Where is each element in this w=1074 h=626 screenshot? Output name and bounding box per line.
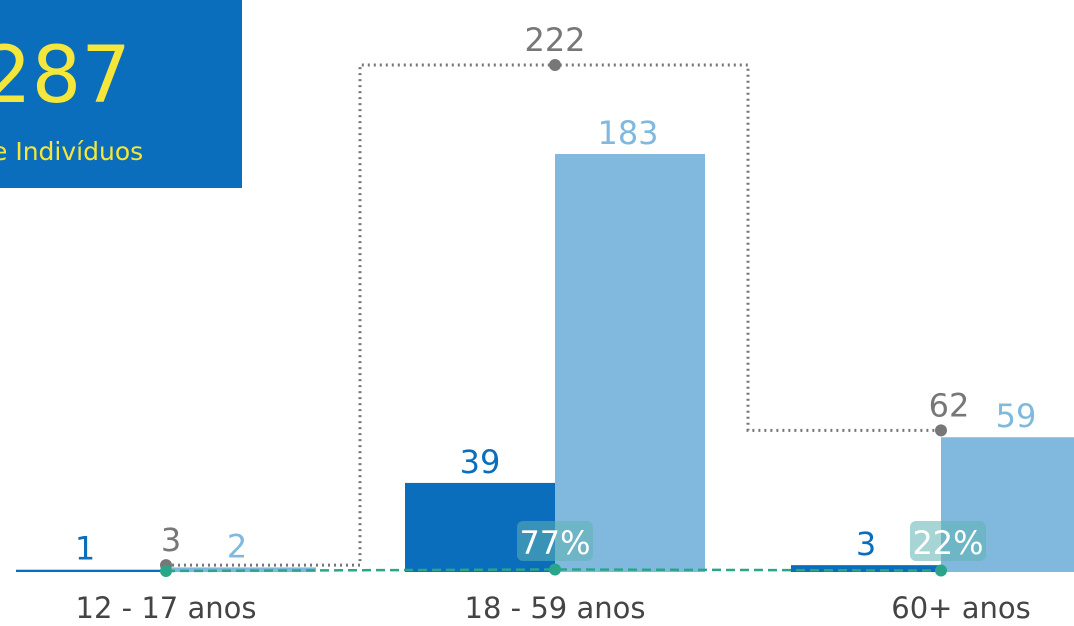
total-label: 62 (929, 386, 970, 424)
percent-label-bg (517, 521, 593, 561)
total-label: 222 (524, 21, 585, 59)
total-point (935, 424, 947, 437)
x-tick-label: 12 - 17 anos (76, 591, 257, 625)
percent-label: 22% (912, 524, 983, 562)
percent-line (165, 568, 942, 573)
summary-panel (0, 0, 242, 188)
bar (16, 569, 166, 572)
percent-label-bg (910, 521, 986, 561)
total-label: 3 (161, 521, 181, 559)
x-tick-label: 18 - 59 anos (465, 591, 646, 625)
bar (555, 154, 705, 572)
bar (791, 565, 941, 572)
value-label: 2 (227, 527, 247, 565)
value-label: 183 (597, 114, 658, 152)
percent-point (549, 563, 561, 576)
panel-value: 287 (0, 31, 131, 121)
value-label: 59 (996, 397, 1037, 435)
x-tick-label: 60+ anos (891, 591, 1030, 625)
value-label: 39 (460, 443, 501, 481)
value-label: 1 (75, 530, 95, 568)
panel-label: e Indivíduos (0, 137, 143, 166)
total-point (549, 58, 561, 71)
percent-label: 77% (519, 524, 590, 562)
percent-point (160, 564, 172, 577)
value-label: 3 (856, 525, 876, 563)
percent-point (935, 564, 947, 577)
